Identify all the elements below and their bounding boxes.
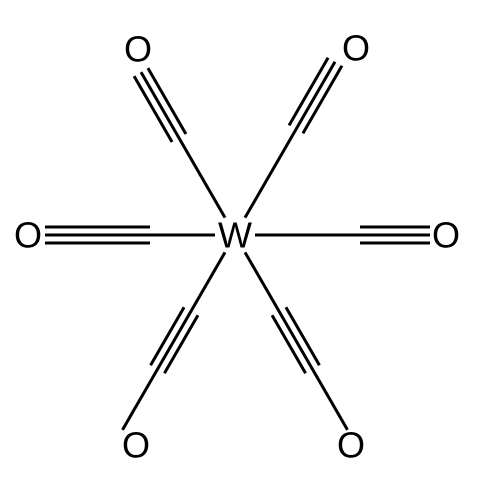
- bond-triple-b-bottom-right: [286, 307, 320, 365]
- oxygen-bottom-left: O: [122, 425, 150, 466]
- bond-center-bottom-left: [123, 252, 226, 430]
- oxygen-top-left: O: [124, 29, 152, 70]
- oxygen-top-right: O: [342, 28, 370, 69]
- oxygen-left: O: [14, 215, 42, 256]
- oxygen-right: O: [432, 215, 460, 256]
- bond-center-top-right: [245, 62, 335, 218]
- bond-triple-a-top-left: [148, 68, 186, 134]
- oxygen-bottom-right: O: [337, 425, 365, 466]
- bond-center-top-left: [141, 72, 225, 217]
- bond-triple-a-top-right: [303, 66, 342, 134]
- molecule-diagram: O O O O O O W: [0, 0, 500, 500]
- bond-center-bottom-right: [245, 252, 348, 430]
- bond-triple-b-top-right: [289, 58, 328, 126]
- center-atom: W: [218, 215, 252, 256]
- bond-triple-b-bottom-left: [164, 315, 198, 373]
- bond-triple-a-bottom-right: [272, 315, 306, 373]
- bond-triple-a-bottom-left: [151, 307, 185, 365]
- bond-triple-b-top-left: [134, 76, 172, 142]
